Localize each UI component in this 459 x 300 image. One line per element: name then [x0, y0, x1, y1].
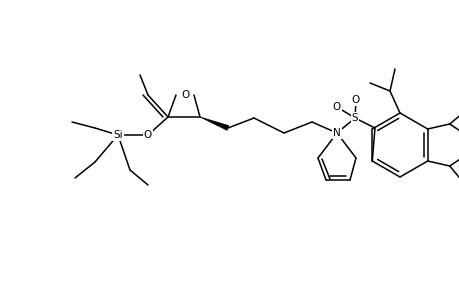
- Text: O: O: [332, 102, 341, 112]
- Text: O: O: [144, 130, 152, 140]
- Text: N: N: [332, 128, 340, 138]
- Text: O: O: [181, 90, 190, 100]
- Text: S: S: [351, 113, 358, 123]
- Text: O: O: [351, 95, 359, 105]
- Text: Si: Si: [113, 130, 123, 140]
- Polygon shape: [200, 117, 229, 130]
